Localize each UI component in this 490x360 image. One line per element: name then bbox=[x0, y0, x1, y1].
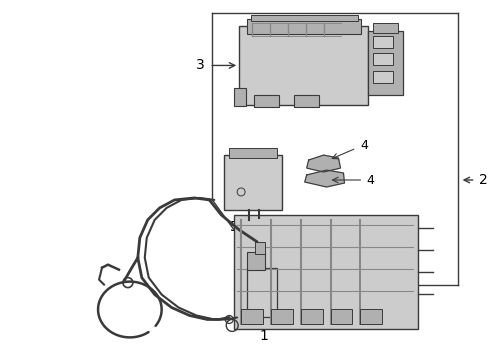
Bar bbox=[271, 310, 293, 324]
Polygon shape bbox=[305, 170, 344, 187]
Bar bbox=[254, 95, 279, 107]
Bar bbox=[229, 148, 277, 158]
Bar bbox=[368, 31, 403, 95]
Bar bbox=[247, 268, 277, 318]
Bar bbox=[224, 155, 282, 210]
Text: 4: 4 bbox=[367, 174, 374, 186]
Bar bbox=[234, 88, 246, 106]
Bar bbox=[255, 242, 265, 254]
Text: 5: 5 bbox=[230, 220, 239, 234]
Bar bbox=[331, 310, 352, 324]
Bar bbox=[373, 23, 398, 32]
Bar bbox=[373, 71, 393, 84]
Bar bbox=[373, 36, 393, 48]
Bar bbox=[247, 19, 361, 33]
Bar bbox=[301, 310, 322, 324]
Bar bbox=[251, 15, 358, 21]
Text: 1: 1 bbox=[260, 329, 269, 343]
Bar bbox=[294, 95, 318, 107]
Bar bbox=[360, 310, 382, 324]
Text: 4: 4 bbox=[360, 139, 368, 152]
Bar bbox=[373, 54, 393, 66]
Bar bbox=[241, 310, 263, 324]
Bar bbox=[234, 215, 418, 329]
Bar bbox=[251, 315, 263, 323]
Text: 3: 3 bbox=[196, 58, 204, 72]
Bar bbox=[247, 252, 265, 270]
Text: 2: 2 bbox=[479, 173, 488, 187]
Bar bbox=[239, 26, 368, 105]
Polygon shape bbox=[307, 155, 341, 172]
